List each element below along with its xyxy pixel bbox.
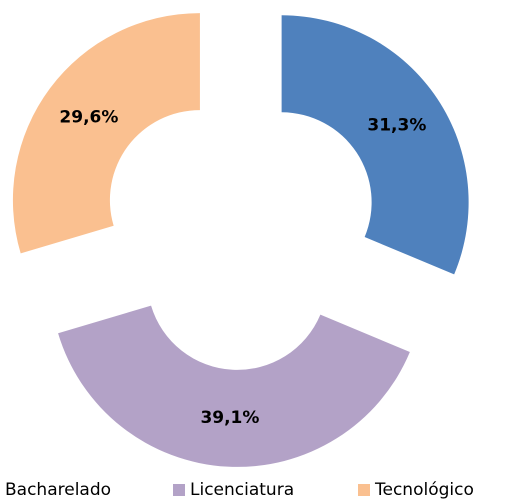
value-label: 29,6% bbox=[59, 107, 118, 127]
donut-slice bbox=[281, 15, 469, 275]
donut-slice bbox=[12, 13, 200, 254]
legend-label: Bacharelado bbox=[5, 480, 111, 500]
value-label: 39,1% bbox=[200, 408, 259, 428]
legend-swatch bbox=[358, 484, 370, 496]
value-label: 31,3% bbox=[367, 116, 426, 136]
legend-label: Licenciatura bbox=[190, 480, 294, 500]
legend-label: Tecnológico bbox=[374, 480, 474, 500]
legend-swatch bbox=[173, 484, 185, 496]
donut-slice bbox=[58, 305, 410, 467]
